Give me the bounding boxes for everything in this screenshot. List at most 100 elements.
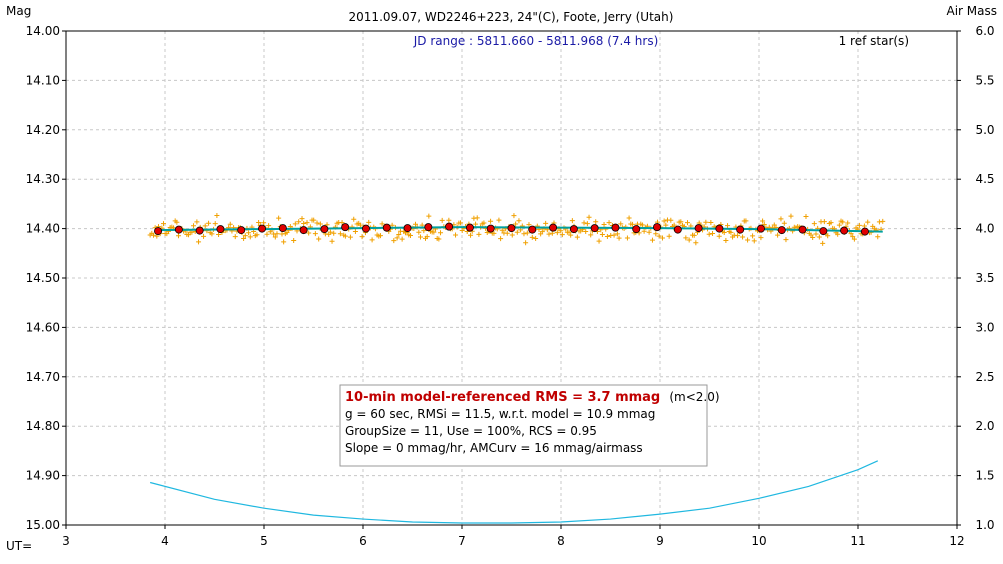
x-tick-label: 11	[850, 534, 865, 548]
raw-point	[496, 217, 502, 223]
x-tick-label: 8	[557, 534, 565, 548]
raw-point	[875, 234, 881, 240]
raw-point	[281, 239, 287, 245]
y-tick-label-left: 14.80	[26, 419, 60, 433]
raw-point	[227, 221, 233, 227]
raw-point	[339, 220, 345, 226]
raw-point	[671, 222, 677, 228]
raw-point	[661, 218, 667, 224]
raw-point	[725, 223, 731, 229]
raw-point	[291, 237, 297, 243]
jd-range: JD range : 5811.660 - 5811.968 (7.4 hrs)	[413, 34, 659, 48]
raw-point	[723, 237, 729, 243]
raw-point	[521, 231, 527, 237]
raw-point	[347, 234, 353, 240]
raw-point	[735, 233, 741, 239]
binned-point	[486, 224, 495, 233]
raw-point	[488, 218, 494, 224]
raw-point	[176, 233, 182, 239]
binned-point	[403, 224, 412, 233]
raw-point	[379, 221, 385, 227]
raw-point	[232, 234, 238, 240]
y-tick-label-left: 14.10	[26, 73, 60, 87]
binned-points	[154, 222, 869, 236]
raw-point	[394, 235, 400, 241]
raw-point	[161, 221, 166, 227]
raw-point	[678, 219, 684, 225]
raw-point	[539, 229, 545, 235]
binned-point	[174, 225, 183, 234]
raw-point	[174, 219, 180, 225]
raw-point	[274, 231, 280, 237]
raw-point	[586, 214, 592, 220]
x-tick-label: 9	[656, 534, 664, 548]
raw-point	[317, 221, 323, 227]
raw-point	[693, 240, 699, 246]
raw-point	[778, 216, 784, 222]
raw-point	[247, 234, 253, 240]
raw-point	[314, 220, 320, 226]
raw-point	[399, 236, 405, 242]
raw-point	[856, 222, 862, 228]
raw-point	[816, 234, 822, 240]
raw-point	[811, 221, 817, 227]
stats-headline: 10-min model-referenced RMS = 3.7 mmag (…	[345, 386, 720, 405]
raw-point	[880, 218, 886, 224]
binned-point	[528, 225, 537, 234]
binned-point	[507, 224, 516, 233]
raw-point	[549, 230, 555, 236]
raw-point	[431, 229, 437, 235]
raw-point	[668, 217, 674, 223]
raw-point	[771, 222, 777, 228]
raw-point	[201, 233, 207, 239]
raw-point	[498, 236, 504, 242]
raw-point	[256, 219, 262, 225]
raw-point	[468, 232, 474, 238]
raw-point	[216, 232, 222, 238]
raw-point	[554, 230, 560, 236]
binned-point	[798, 225, 807, 234]
raw-point	[750, 233, 756, 239]
raw-point	[391, 238, 397, 244]
raw-point	[611, 232, 617, 238]
binned-point	[569, 225, 578, 234]
raw-point	[604, 233, 610, 239]
binned-point	[278, 224, 287, 233]
raw-point	[396, 231, 402, 237]
raw-point	[584, 221, 590, 227]
binned-point	[445, 222, 454, 231]
raw-point	[292, 221, 298, 227]
raw-point	[254, 232, 260, 238]
stats-headline-main: 10-min model-referenced RMS = 3.7 mmag	[345, 390, 660, 405]
raw-point	[813, 231, 819, 237]
raw-point	[703, 219, 709, 225]
raw-point	[524, 230, 530, 236]
binned-point	[736, 225, 745, 234]
raw-point	[212, 221, 218, 227]
raw-point	[710, 231, 716, 237]
raw-point	[264, 231, 270, 237]
stats-box: 10-min model-referenced RMS = 3.7 mmag (…	[339, 384, 720, 467]
raw-point	[743, 218, 749, 224]
raw-point	[845, 220, 851, 226]
y-tick-label-right: 4.5	[975, 172, 994, 186]
raw-point	[740, 234, 746, 240]
stats-headline-suffix: (m<2.0)	[669, 390, 719, 404]
raw-point	[242, 233, 248, 239]
binned-point	[382, 223, 391, 232]
raw-point	[663, 222, 669, 228]
raw-point	[706, 231, 712, 237]
raw-point	[606, 220, 612, 226]
raw-point	[533, 236, 539, 242]
raw-point	[683, 235, 689, 241]
binned-point	[299, 226, 308, 235]
raw-point	[301, 220, 307, 226]
y-tick-label-right: 2.0	[975, 419, 994, 433]
raw-point	[312, 231, 318, 237]
x-tick-label: 10	[751, 534, 766, 548]
raw-point	[686, 237, 692, 243]
raw-point	[820, 240, 826, 246]
raw-point	[803, 214, 809, 220]
raw-point	[821, 219, 827, 225]
